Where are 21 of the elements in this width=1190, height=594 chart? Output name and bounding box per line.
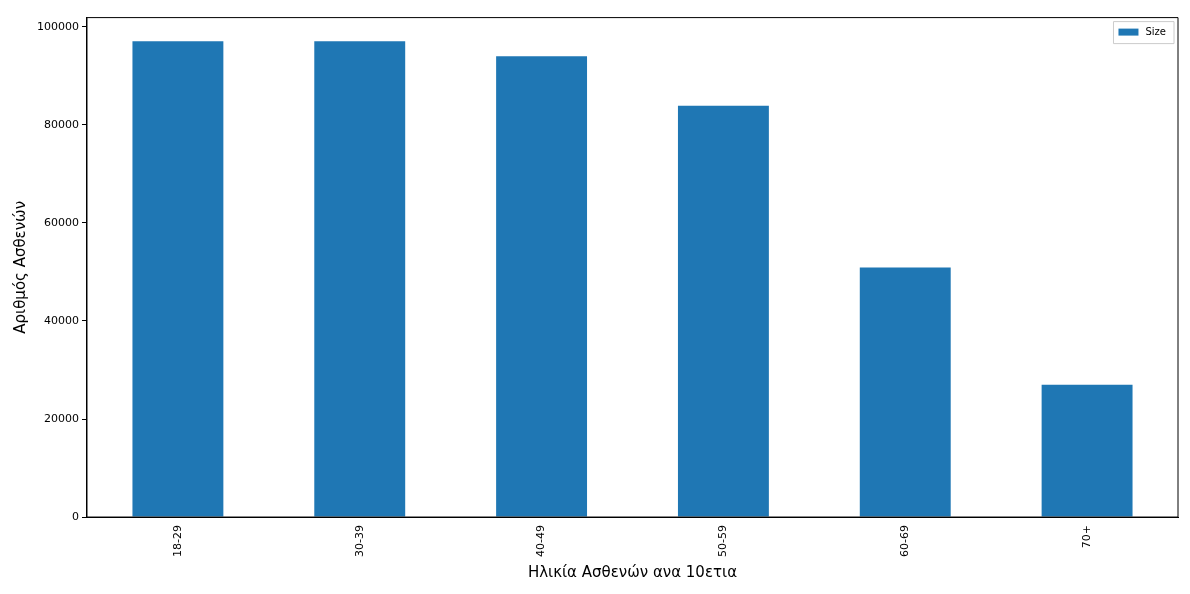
x-axis-title: Ηλικία Ασθενών ανα 10ετια [527, 562, 738, 581]
x-tick-label: 60-69 [898, 525, 912, 558]
bar [1041, 384, 1133, 517]
bar [496, 56, 588, 517]
y-tick-label: 40000 [43, 313, 79, 327]
bar [859, 267, 951, 517]
y-axis-title: Αριθμός Ασθενών [10, 200, 29, 334]
y-tick-label: 20000 [43, 411, 79, 425]
x-tick-label: 40-49 [534, 525, 548, 558]
x-tick-label: 50-59 [716, 525, 730, 558]
y-tick-label: 100000 [36, 19, 79, 33]
bar [314, 41, 406, 517]
y-tick-label: 0 [71, 509, 79, 523]
bar [132, 41, 224, 517]
legend-label: Size [1145, 26, 1166, 38]
y-tick-label: 80000 [43, 117, 79, 131]
x-tick-label: 70+ [1079, 525, 1093, 549]
x-tick-label: 30-39 [352, 525, 366, 558]
x-tick-label: 18-29 [170, 525, 184, 558]
y-tick-label: 60000 [43, 215, 79, 229]
bar [677, 105, 769, 517]
